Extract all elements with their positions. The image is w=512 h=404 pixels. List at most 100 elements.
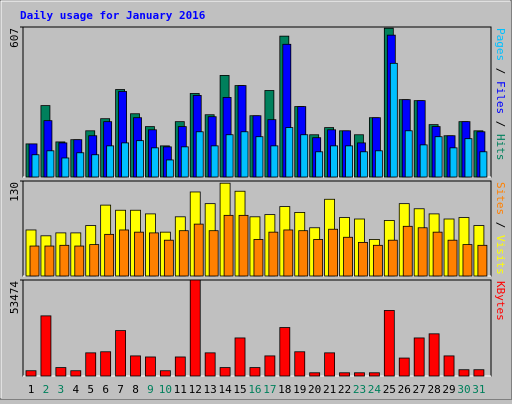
x-tick-label: 2: [43, 383, 50, 396]
bar: [264, 355, 276, 377]
bar: [225, 134, 234, 178]
bar: [449, 147, 458, 178]
bar: [473, 369, 485, 377]
bar: [238, 214, 249, 277]
bar: [309, 372, 321, 377]
x-tick-label: 15: [233, 383, 246, 396]
bar: [447, 239, 458, 277]
legend-separator: /: [494, 114, 507, 134]
bar: [234, 337, 246, 377]
bar: [462, 244, 473, 277]
legend-entry: Hits: [494, 134, 507, 161]
bar: [268, 231, 279, 277]
x-tick-label: 13: [204, 383, 217, 396]
chart-title: Daily usage for January 2016: [20, 9, 206, 22]
bar: [106, 145, 115, 178]
bar: [413, 337, 425, 377]
bar: [339, 372, 350, 377]
x-tick-label: 1: [28, 383, 35, 396]
bar: [345, 145, 353, 178]
bar: [163, 239, 174, 277]
bar: [249, 367, 261, 377]
bar: [180, 146, 189, 178]
bar: [315, 151, 324, 178]
x-tick-label: 6: [102, 383, 109, 396]
bar: [294, 351, 306, 377]
bar: [313, 239, 324, 277]
bar: [149, 232, 159, 277]
bar: [387, 239, 398, 277]
x-tick-label: 25: [383, 383, 396, 396]
x-tick-label: 23: [353, 383, 366, 396]
legend: KBytes: [494, 281, 507, 321]
bar: [368, 372, 380, 377]
bar: [255, 136, 264, 178]
bar: [374, 150, 383, 178]
bar: [178, 230, 189, 277]
bar: [343, 236, 353, 277]
x-tick-label: 22: [338, 383, 351, 396]
x-tick-label: 4: [72, 383, 79, 396]
y-tick-label: 607: [8, 28, 21, 48]
bar: [29, 245, 40, 277]
x-tick-label: 19: [293, 383, 306, 396]
bar: [145, 356, 156, 377]
y-tick-label: 53474: [8, 281, 21, 314]
x-tick-label: 9: [147, 383, 154, 396]
bar: [398, 357, 410, 377]
bar: [44, 245, 55, 277]
bar: [383, 310, 395, 377]
bar: [458, 369, 470, 377]
bar: [40, 315, 52, 377]
x-tick-label: 5: [87, 383, 94, 396]
bar: [434, 136, 443, 178]
bar: [419, 144, 428, 178]
bar: [477, 244, 488, 277]
bar: [328, 228, 339, 277]
bar: [159, 370, 171, 377]
bar: [74, 245, 85, 277]
x-tick-label: 20: [308, 383, 321, 396]
bar: [464, 138, 473, 178]
bar: [70, 370, 82, 377]
x-tick-label: 18: [278, 383, 291, 396]
bar: [428, 333, 440, 377]
x-tick-label: 17: [263, 383, 276, 396]
bar: [283, 229, 294, 277]
x-tick-label: 26: [398, 383, 411, 396]
x-tick-label: 30: [457, 383, 470, 396]
bar: [89, 244, 100, 277]
bar: [115, 330, 126, 377]
x-tick-label: 12: [189, 383, 202, 396]
x-tick-label: 31: [472, 383, 485, 396]
bar: [119, 229, 129, 277]
bar: [134, 231, 144, 277]
x-tick-label: 21: [323, 383, 336, 396]
bar: [358, 241, 368, 277]
bar: [130, 355, 141, 377]
x-tick-label: 14: [218, 383, 232, 396]
bar: [151, 147, 159, 178]
bar: [25, 370, 37, 377]
bar: [76, 152, 85, 178]
bar: [330, 145, 339, 178]
bar: [324, 352, 336, 377]
bar: [300, 134, 309, 178]
legend-entry: Sites: [494, 182, 507, 215]
x-tick-label: 27: [413, 383, 426, 396]
bar: [354, 372, 365, 377]
bar: [253, 239, 264, 277]
bar: [270, 145, 279, 178]
bar: [372, 244, 383, 277]
bar: [285, 127, 294, 178]
bar: [55, 367, 67, 377]
x-tick-label: 24: [368, 383, 382, 396]
bar: [46, 150, 55, 178]
bar: [193, 223, 204, 277]
bar: [208, 230, 219, 277]
bar: [136, 140, 144, 178]
bar: [174, 356, 186, 377]
y-tick-label: 130: [8, 182, 21, 202]
